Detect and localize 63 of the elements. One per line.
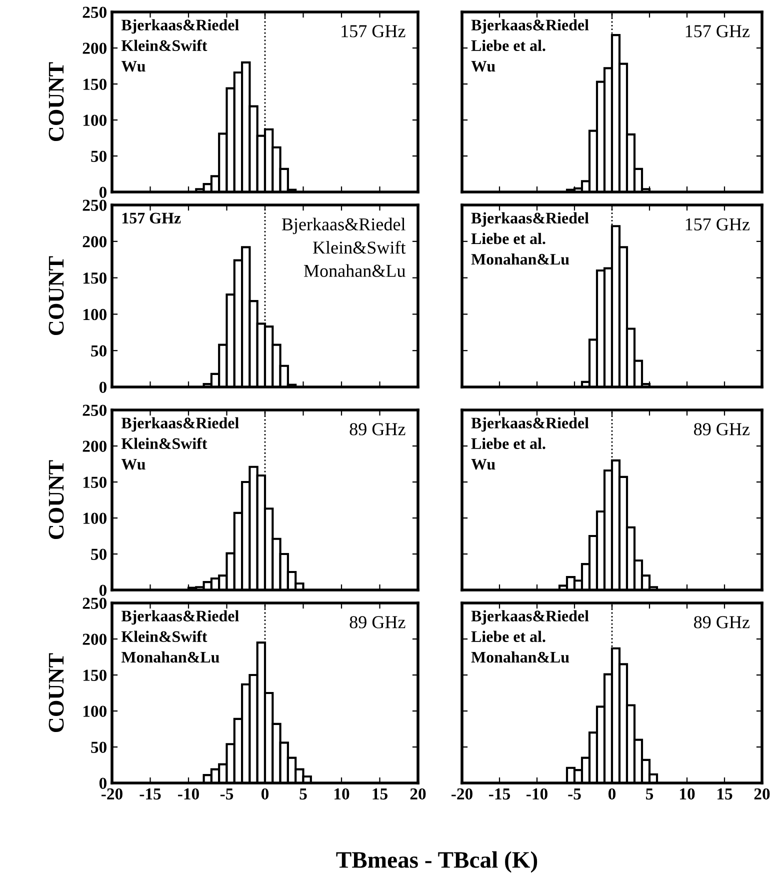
y-tick-label: 150	[83, 78, 107, 90]
y-tick-label: 0	[99, 382, 107, 393]
y-tick-label: 150	[83, 476, 107, 488]
annotation: Bjerkaas&Riedel Liebe et al. Monahan&Lu	[471, 212, 589, 265]
y-tick-label: 0	[99, 778, 107, 789]
y-tick-label: 150	[83, 272, 107, 284]
y-axis-title: COUNT	[48, 62, 64, 142]
y-tick-label: 50	[91, 742, 107, 753]
annotation: 89 GHz	[694, 616, 750, 628]
y-tick-label: 100	[83, 308, 107, 320]
x-tick-label: -15	[489, 788, 510, 800]
x-tick-label: 5	[646, 788, 654, 800]
x-tick-label: 0	[608, 788, 616, 800]
y-tick-label: 50	[91, 345, 107, 357]
y-tick-label: 50	[91, 548, 107, 560]
annotation: Bjerkaas&Riedel Liebe et al. Wu	[471, 417, 589, 470]
annotation: Bjerkaas&Riedel Klein&Swift Wu	[121, 19, 239, 72]
y-tick-label: 200	[82, 236, 107, 248]
y-tick-label: 250	[82, 6, 107, 18]
x-tick-label: 10	[334, 788, 350, 800]
x-tick-label: 15	[372, 788, 388, 800]
x-tick-label: -5	[568, 788, 581, 800]
y-tick-label: 250	[82, 200, 107, 211]
y-axis-title: COUNT	[48, 460, 64, 540]
y-axis-title: COUNT	[48, 653, 64, 732]
x-tick-label: 15	[718, 788, 732, 800]
x-tick-label: 20	[754, 788, 770, 800]
x-tick-label: 5	[300, 788, 307, 800]
y-tick-label: 100	[83, 706, 107, 717]
y-tick-label: 50	[91, 150, 107, 162]
y-tick-label: 200	[82, 634, 107, 645]
annotation: 89 GHz	[694, 423, 750, 436]
y-tick-label: 250	[82, 598, 107, 609]
annotation: Bjerkaas&Riedel Liebe et al. Wu	[471, 19, 589, 72]
x-tick-label: -20	[452, 788, 472, 800]
x-tick-label: -10	[178, 788, 199, 800]
x-axis-title: TBmeas - TBcal (K)	[336, 851, 538, 873]
annotation: 157 GHz	[686, 25, 750, 38]
y-tick-label: 0	[99, 584, 107, 596]
annotation: Bjerkaas&Riedel Klein&Swift Monahan&Lu	[282, 218, 406, 277]
x-tick-label: 10	[680, 788, 695, 800]
x-tick-label: 0	[261, 788, 269, 800]
annotation: Bjerkaas&Riedel Klein&Swift Monahan&Lu	[121, 610, 239, 663]
y-tick-label: 250	[82, 404, 107, 416]
y-tick-label: 100	[83, 512, 107, 524]
annotation: 89 GHz	[350, 616, 406, 628]
annotation: 157 GHz	[686, 218, 750, 230]
annotation: 89 GHz	[350, 423, 406, 436]
y-tick-label: 0	[99, 186, 107, 198]
x-tick-label: -10	[526, 788, 548, 800]
annotation: 157 GHz	[342, 25, 406, 38]
y-tick-label: 200	[82, 42, 107, 54]
x-tick-label: 20	[410, 788, 426, 800]
x-tick-label: -20	[102, 788, 122, 800]
y-tick-label: 200	[82, 440, 107, 452]
y-axis-title: COUNT	[48, 256, 64, 336]
annotation: Bjerkaas&Riedel Klein&Swift Wu	[121, 417, 239, 470]
x-tick-label: -5	[220, 788, 234, 800]
y-tick-label: 150	[83, 670, 107, 681]
x-tick-label: -15	[140, 788, 161, 800]
annotation: 157 GHz	[122, 212, 181, 224]
annotation: Bjerkaas&Riedel Liebe et al. Monahan&Lu	[471, 610, 589, 663]
y-tick-label: 100	[83, 114, 107, 126]
